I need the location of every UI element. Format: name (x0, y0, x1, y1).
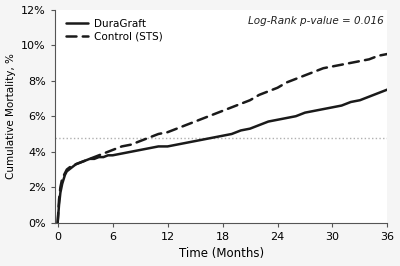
Control (STS) (106, 150, 110, 153)
Control (STS) (128, 143, 133, 146)
DuraGraft (87, 157, 92, 160)
Control (STS) (238, 102, 243, 105)
Control (STS) (257, 93, 262, 97)
Control (STS) (248, 99, 252, 102)
DuraGraft (58, 191, 63, 194)
Control (STS) (211, 113, 216, 116)
DuraGraft (358, 99, 362, 102)
DuraGraft (238, 129, 243, 132)
DuraGraft (367, 95, 372, 98)
Control (STS) (348, 61, 353, 64)
Control (STS) (138, 139, 142, 143)
DuraGraft (266, 120, 271, 123)
DuraGraft (83, 159, 88, 162)
DuraGraft (156, 145, 161, 148)
Control (STS) (87, 157, 92, 160)
DuraGraft (257, 123, 262, 127)
DuraGraft (312, 109, 316, 113)
DuraGraft (348, 100, 353, 103)
DuraGraft (302, 111, 307, 114)
Control (STS) (60, 177, 65, 180)
DuraGraft (119, 152, 124, 155)
Control (STS) (92, 156, 97, 159)
DuraGraft (321, 107, 326, 111)
Control (STS) (275, 86, 280, 89)
DuraGraft (284, 117, 289, 120)
DuraGraft (330, 106, 335, 109)
Control (STS) (69, 164, 74, 168)
Control (STS) (74, 163, 78, 166)
Control (STS) (156, 132, 161, 136)
DuraGraft (101, 156, 106, 159)
Control (STS) (184, 123, 188, 127)
Control (STS) (266, 90, 271, 93)
Control (STS) (147, 136, 152, 139)
Control (STS) (367, 58, 372, 61)
Control (STS) (165, 131, 170, 134)
Control (STS) (220, 109, 225, 113)
Control (STS) (294, 77, 298, 81)
DuraGraft (294, 115, 298, 118)
DuraGraft (147, 147, 152, 150)
Control (STS) (57, 198, 62, 201)
Line: DuraGraft: DuraGraft (58, 90, 388, 223)
Control (STS) (119, 145, 124, 148)
Control (STS) (174, 127, 179, 130)
DuraGraft (202, 138, 207, 141)
DuraGraft (55, 221, 60, 225)
Control (STS) (284, 81, 289, 84)
DuraGraft (64, 170, 69, 173)
DuraGraft (275, 118, 280, 121)
Control (STS) (339, 63, 344, 66)
Control (STS) (83, 159, 88, 162)
Control (STS) (330, 65, 335, 68)
DuraGraft (78, 161, 83, 164)
Control (STS) (229, 106, 234, 109)
Control (STS) (110, 148, 115, 152)
DuraGraft (184, 141, 188, 144)
DuraGraft (60, 182, 65, 185)
DuraGraft (220, 134, 225, 137)
Control (STS) (96, 154, 101, 157)
DuraGraft (138, 148, 142, 152)
DuraGraft (174, 143, 179, 146)
Control (STS) (376, 54, 381, 57)
DuraGraft (106, 154, 110, 157)
X-axis label: Time (Months): Time (Months) (179, 247, 264, 260)
Control (STS) (358, 60, 362, 63)
DuraGraft (376, 92, 381, 95)
Control (STS) (62, 172, 67, 175)
Control (STS) (302, 74, 307, 77)
DuraGraft (339, 104, 344, 107)
Legend: DuraGraft, Control (STS): DuraGraft, Control (STS) (64, 17, 164, 44)
DuraGraft (62, 173, 67, 176)
Control (STS) (385, 52, 390, 56)
Control (STS) (312, 70, 316, 73)
DuraGraft (165, 145, 170, 148)
Line: Control (STS): Control (STS) (58, 54, 388, 223)
DuraGraft (74, 163, 78, 166)
Control (STS) (101, 152, 106, 155)
Text: Log-Rank p-value = 0.016: Log-Rank p-value = 0.016 (248, 16, 384, 26)
DuraGraft (96, 156, 101, 159)
DuraGraft (128, 150, 133, 153)
Control (STS) (78, 161, 83, 164)
DuraGraft (57, 203, 62, 207)
DuraGraft (110, 154, 115, 157)
DuraGraft (92, 157, 97, 160)
DuraGraft (211, 136, 216, 139)
DuraGraft (385, 88, 390, 91)
Control (STS) (58, 186, 63, 189)
Control (STS) (321, 66, 326, 70)
DuraGraft (229, 132, 234, 136)
Y-axis label: Cumulative Mortality, %: Cumulative Mortality, % (6, 53, 16, 179)
DuraGraft (248, 127, 252, 130)
Control (STS) (202, 117, 207, 120)
Control (STS) (193, 120, 198, 123)
Control (STS) (64, 168, 69, 171)
DuraGraft (69, 166, 74, 169)
DuraGraft (193, 139, 198, 143)
Control (STS) (55, 221, 60, 225)
